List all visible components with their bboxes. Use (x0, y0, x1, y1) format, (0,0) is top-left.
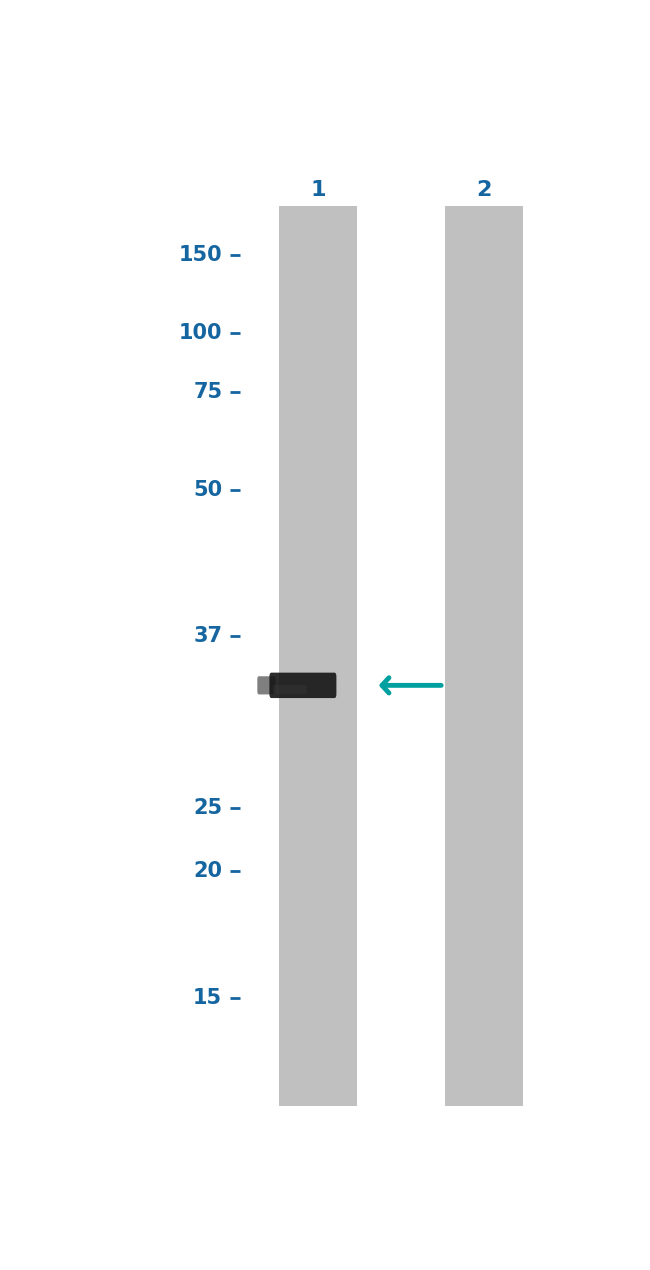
FancyBboxPatch shape (257, 676, 276, 695)
Text: 37: 37 (193, 626, 222, 646)
Text: 75: 75 (193, 382, 222, 403)
Text: 20: 20 (193, 861, 222, 881)
Text: 2: 2 (476, 179, 492, 199)
FancyBboxPatch shape (273, 685, 306, 695)
Text: 100: 100 (179, 324, 222, 343)
Bar (445, 206, 523, 1106)
Text: 1: 1 (310, 179, 326, 199)
FancyBboxPatch shape (269, 673, 337, 698)
Text: 150: 150 (179, 245, 222, 265)
Text: 15: 15 (193, 988, 222, 1008)
Bar (279, 206, 357, 1106)
Text: 50: 50 (193, 480, 222, 500)
Text: 25: 25 (193, 798, 222, 818)
